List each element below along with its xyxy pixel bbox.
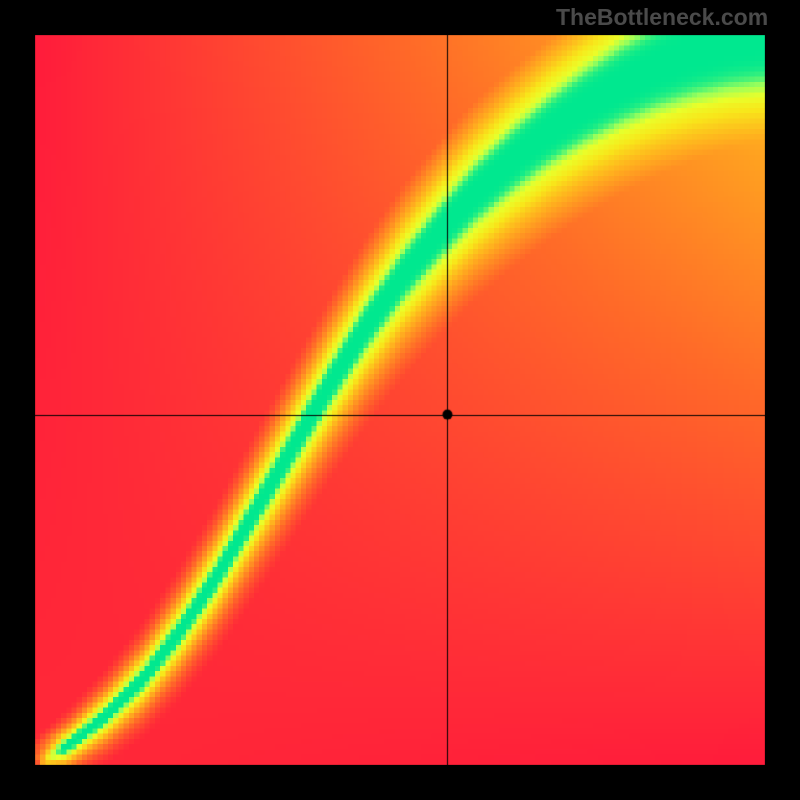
chart-overlay [0,0,800,800]
chart-container: TheBottleneck.com [0,0,800,800]
watermark-text: TheBottleneck.com [556,4,768,31]
